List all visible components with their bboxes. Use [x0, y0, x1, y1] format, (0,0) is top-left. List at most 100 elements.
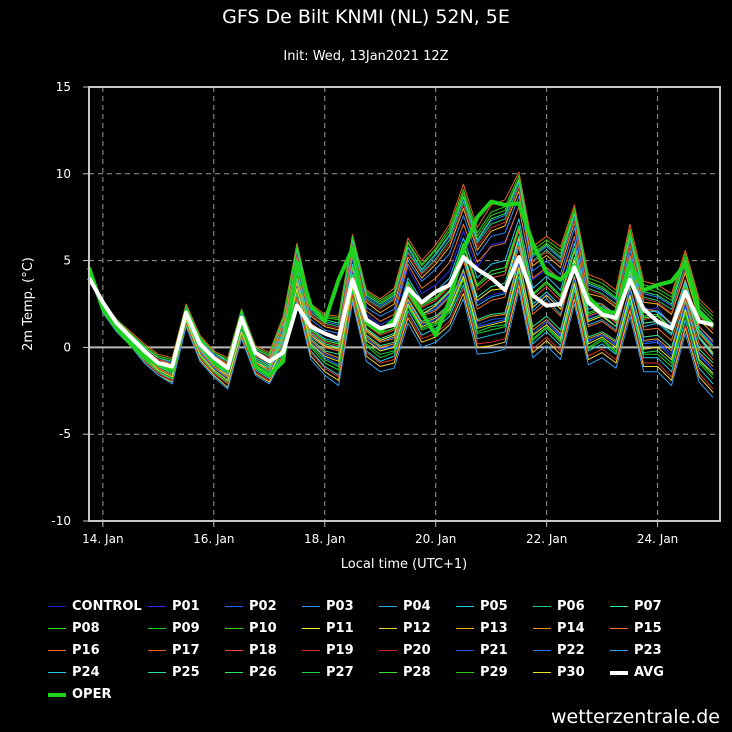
plot-frame — [88, 86, 721, 522]
legend-item-p22: P22 — [533, 642, 585, 660]
legend-item-p05: P05 — [456, 598, 508, 616]
x-axis-label: Local time (UTC+1) — [341, 557, 467, 572]
watermark: wetterzentrale.de — [551, 706, 720, 728]
legend-item-p12: P12 — [379, 620, 431, 638]
legend-item-p03: P03 — [302, 598, 354, 616]
y-axis-label: 2m Temp. (°C) — [21, 257, 36, 351]
legend-swatch — [456, 650, 474, 651]
legend-label: P15 — [634, 621, 662, 636]
legend-label: P13 — [480, 621, 508, 636]
legend-label: P12 — [403, 621, 431, 636]
legend-label: P28 — [403, 665, 431, 680]
legend-item-p14: P14 — [533, 620, 585, 638]
legend-label: P26 — [249, 665, 277, 680]
series-line-p23 — [88, 270, 714, 399]
legend-swatch — [610, 670, 628, 675]
legend-swatch — [533, 628, 551, 629]
legend-item-p18: P18 — [225, 642, 277, 660]
x-tick-label: 16. Jan — [193, 532, 234, 546]
legend-label: OPER — [72, 687, 112, 702]
series-line-p12 — [88, 270, 714, 393]
legend-item-p16: P16 — [48, 642, 100, 660]
legend-item-p04: P04 — [379, 598, 431, 616]
legend-label: P04 — [403, 599, 431, 614]
legend-label: P22 — [557, 643, 585, 658]
legend-item-p29: P29 — [456, 664, 508, 682]
legend-label: AVG — [634, 665, 664, 680]
legend-swatch — [48, 628, 66, 629]
legend-swatch — [610, 606, 628, 607]
y-tick-label: 10 — [56, 167, 71, 181]
legend-label: P09 — [172, 621, 200, 636]
series-line-p27 — [88, 268, 714, 383]
x-tick-label: 20. Jan — [415, 532, 456, 546]
legend-item-p17: P17 — [148, 642, 200, 660]
legend-label: P14 — [557, 621, 585, 636]
legend-label: P02 — [249, 599, 277, 614]
legend-item-p24: P24 — [48, 664, 100, 682]
legend-label: P21 — [480, 643, 508, 658]
legend-swatch — [225, 628, 243, 629]
legend-item-p23: P23 — [610, 642, 662, 660]
legend-label: P18 — [249, 643, 277, 658]
legend-label: P30 — [557, 665, 585, 680]
legend-swatch — [379, 672, 397, 673]
legend-item-p02: P02 — [225, 598, 277, 616]
legend-item-p20: P20 — [379, 642, 431, 660]
legend-swatch — [302, 672, 320, 673]
legend-label: P16 — [72, 643, 100, 658]
legend-label: P08 — [72, 621, 100, 636]
legend-swatch — [610, 628, 628, 629]
legend-label: P17 — [172, 643, 200, 658]
legend-item-p19: P19 — [302, 642, 354, 660]
y-tick-label: -5 — [59, 427, 71, 441]
axes: -10 -5 0 5 10 15 14. Jan 16. Jan 18. Jan 20. Jan 2… — [51, 80, 678, 546]
legend-swatch — [379, 628, 397, 629]
legend-swatch — [48, 672, 66, 673]
legend-label: P29 — [480, 665, 508, 680]
legend-item-oper: OPER — [48, 686, 111, 704]
legend-swatch — [456, 672, 474, 673]
legend-item-p27: P27 — [302, 664, 354, 682]
series-line-avg — [87, 255, 714, 371]
y-tick-label: 15 — [56, 80, 71, 94]
legend-swatch — [302, 606, 320, 607]
legend-label: P03 — [326, 599, 354, 614]
legend-label: P27 — [326, 665, 354, 680]
legend-item-p09: P09 — [148, 620, 200, 638]
legend-label: P19 — [326, 643, 354, 658]
legend-item-p11: P11 — [302, 620, 354, 638]
legend-swatch — [48, 692, 66, 697]
legend-label: P01 — [172, 599, 200, 614]
series-line-p17 — [88, 171, 714, 359]
legend-swatch — [148, 672, 166, 673]
legend-label: P07 — [634, 599, 662, 614]
legend-swatch — [225, 606, 243, 607]
x-tick-label: 14. Jan — [82, 532, 123, 546]
series-lines — [87, 171, 715, 399]
legend-swatch — [148, 650, 166, 651]
legend-swatch — [48, 650, 66, 651]
legend-item-control: CONTROL — [48, 598, 142, 616]
legend-swatch — [48, 606, 66, 607]
legend-item-p25: P25 — [148, 664, 200, 682]
y-tick-label: -10 — [51, 514, 71, 528]
series-line-p30 — [88, 267, 714, 381]
x-tick-label: 18. Jan — [304, 532, 345, 546]
legend-item-p01: P01 — [148, 598, 200, 616]
legend-swatch — [148, 606, 166, 607]
legend-swatch — [379, 606, 397, 607]
x-tick-label: 22. Jan — [526, 532, 567, 546]
legend-swatch — [456, 628, 474, 629]
chart-title: GFS De Bilt KNMI (NL) 52N, 5E — [222, 6, 510, 28]
legend-item-p26: P26 — [225, 664, 277, 682]
legend-label: P23 — [634, 643, 662, 658]
legend-item-avg: AVG — [610, 664, 664, 682]
legend-swatch — [456, 606, 474, 607]
legend-label: P20 — [403, 643, 431, 658]
legend-label: P10 — [249, 621, 277, 636]
legend-item-p08: P08 — [48, 620, 100, 638]
legend-label: P24 — [72, 665, 100, 680]
legend-item-p15: P15 — [610, 620, 662, 638]
legend-swatch — [302, 628, 320, 629]
